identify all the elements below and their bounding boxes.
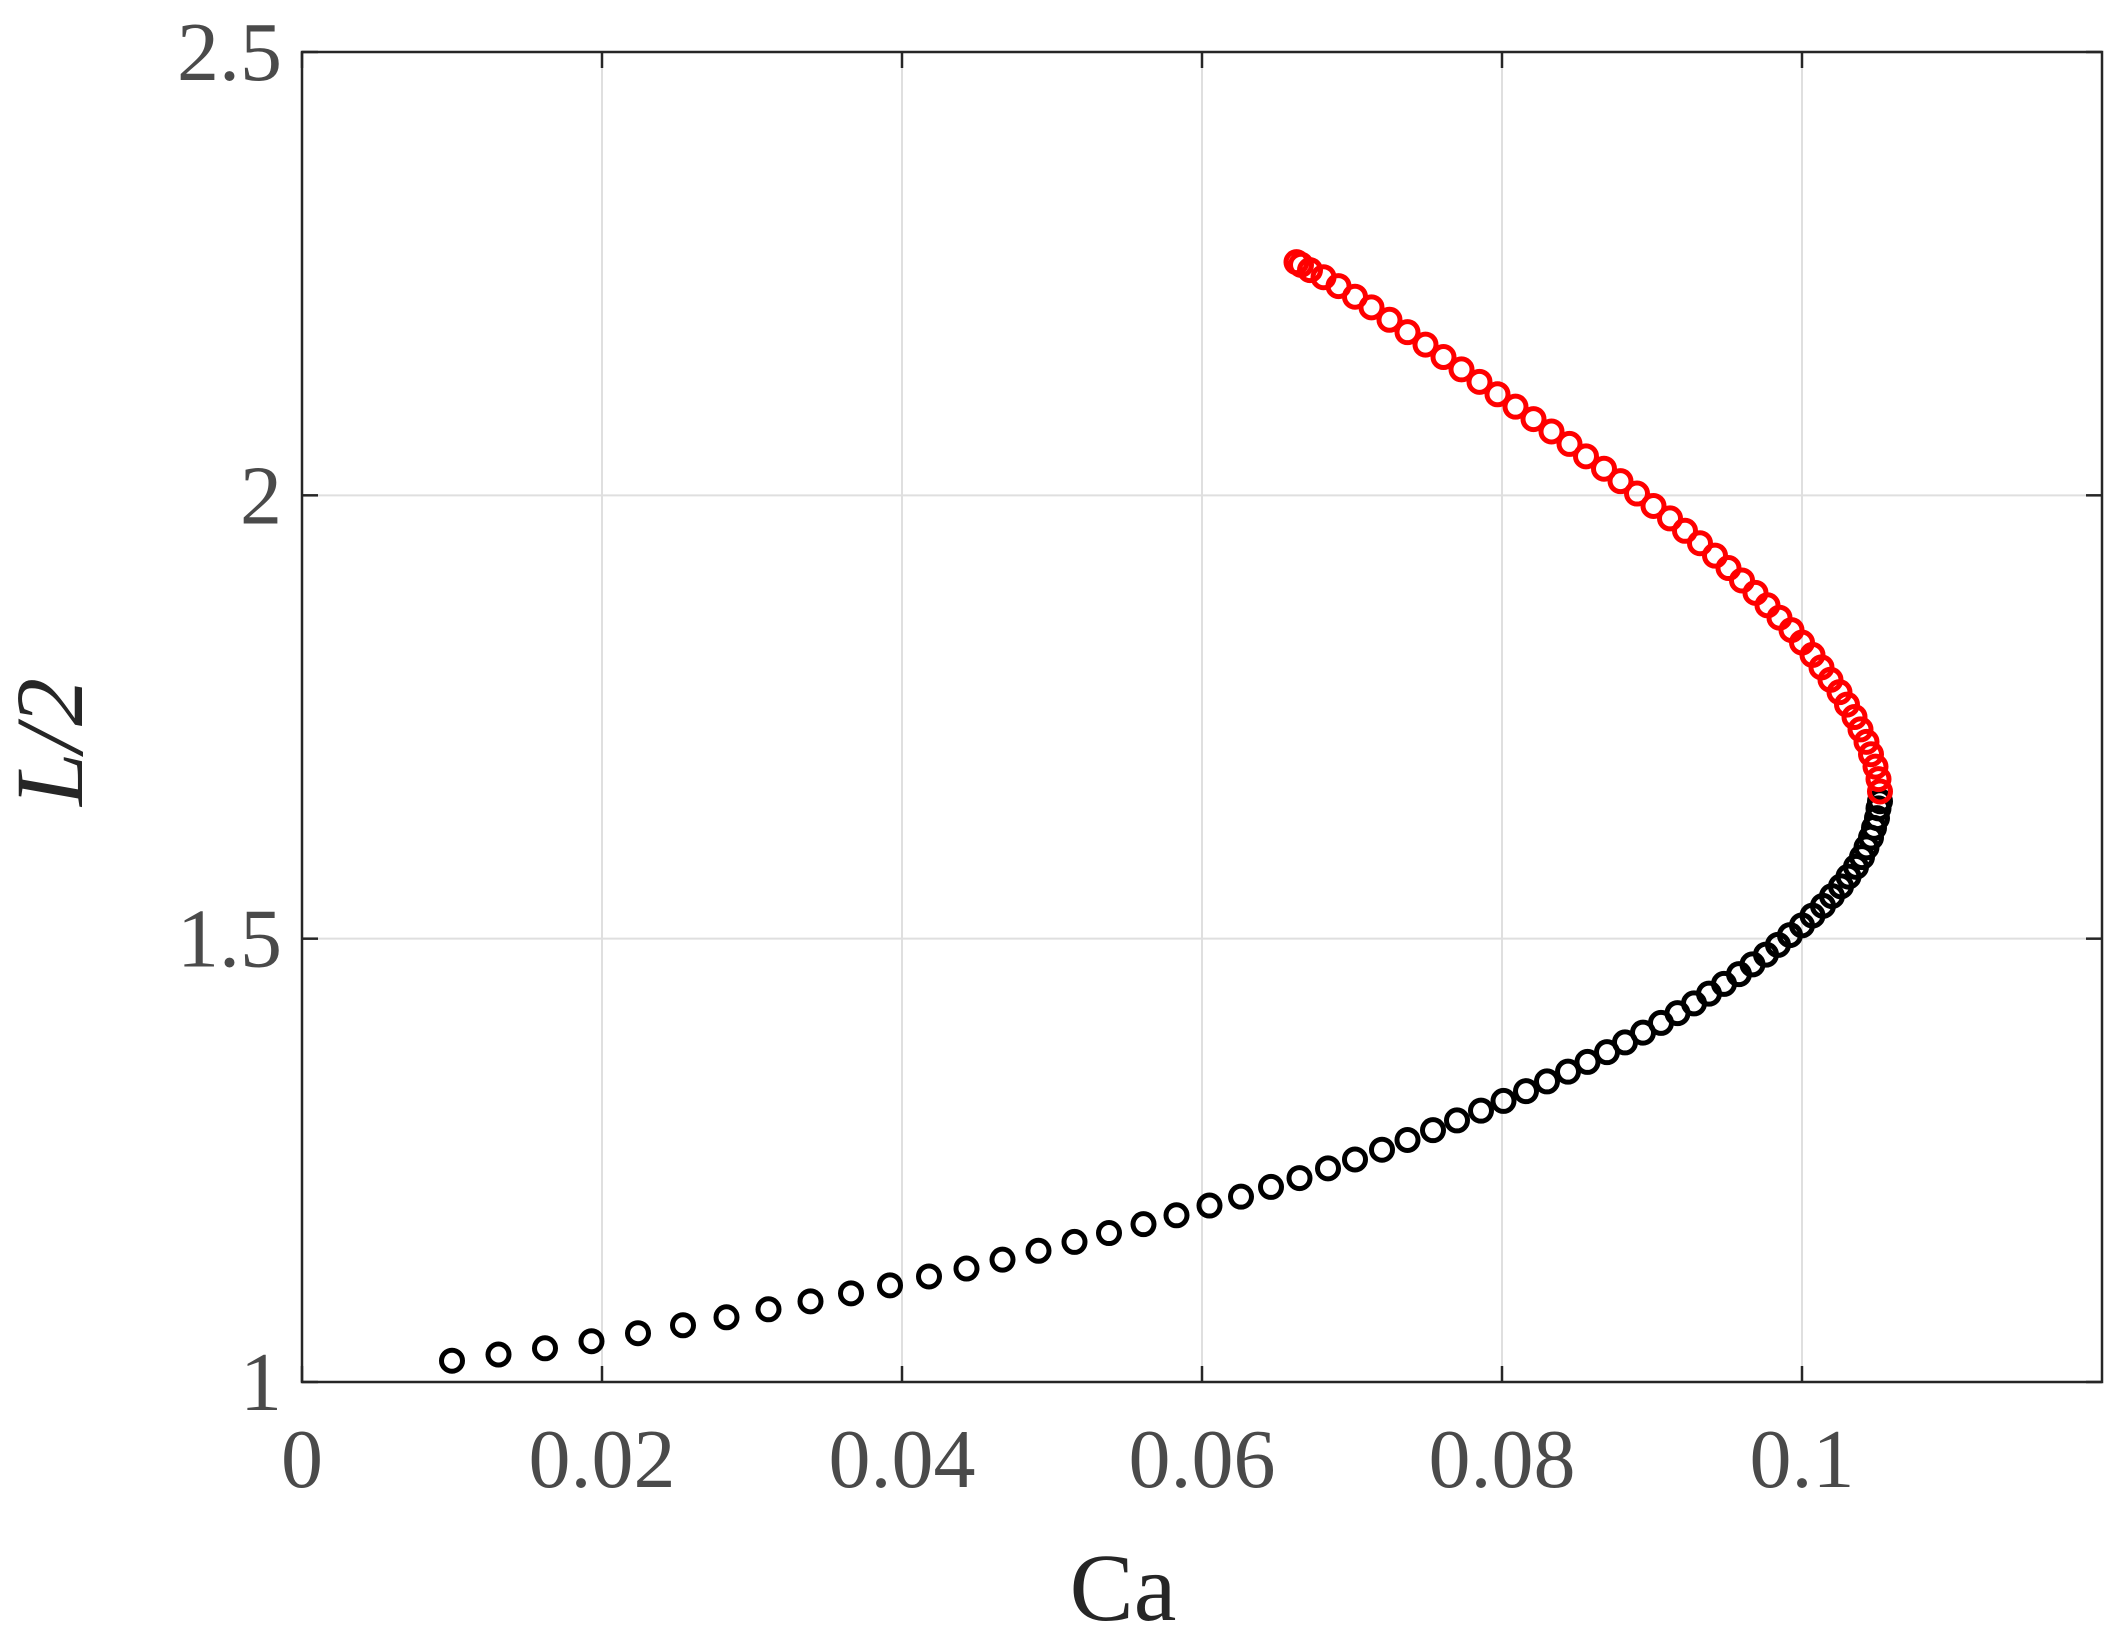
data-point — [1286, 1165, 1313, 1192]
x-tick-label: 0 — [281, 1413, 323, 1506]
data-point — [1513, 1078, 1539, 1105]
y-tick-label: 2 — [240, 449, 282, 542]
data-point — [1591, 455, 1617, 482]
data-point — [1196, 1192, 1223, 1219]
data-point — [1853, 728, 1880, 755]
data-point — [1502, 393, 1529, 420]
y-tick-labels: 1 1.5 2 2.5 — [177, 6, 282, 1429]
y-tick-label: 1 — [240, 1336, 282, 1429]
data-point — [1862, 753, 1889, 780]
data-point — [1657, 505, 1683, 532]
data-point — [1687, 530, 1713, 557]
data-point — [1466, 368, 1493, 395]
data-point — [1430, 344, 1457, 371]
data-point — [578, 1328, 605, 1355]
data-point — [1534, 1068, 1560, 1095]
data-point — [1096, 1220, 1122, 1247]
series-1 — [439, 788, 1893, 1374]
data-point — [1376, 306, 1403, 333]
data-point — [1315, 1155, 1341, 1182]
data-point — [1369, 1136, 1395, 1163]
x-tick-label: 0.04 — [829, 1413, 976, 1506]
data-point — [1867, 778, 1893, 805]
data-point — [1573, 443, 1599, 470]
data-point — [1484, 381, 1511, 408]
data-point — [1556, 430, 1583, 457]
data-point — [1130, 1211, 1157, 1238]
data-point — [1538, 418, 1565, 445]
data-point — [1640, 492, 1667, 519]
data-point — [1394, 1126, 1421, 1153]
y-tick-label: 2.5 — [177, 6, 282, 99]
x-axis-label: Ca — [1070, 1534, 1177, 1631]
data-point — [1520, 406, 1547, 433]
data-point — [877, 1272, 903, 1299]
data-point — [1864, 805, 1890, 832]
data-point — [439, 1347, 465, 1374]
data-point — [1228, 1183, 1254, 1210]
data-points — [439, 249, 1893, 1374]
x-tick-label: 0.06 — [1129, 1413, 1276, 1506]
data-point — [1061, 1228, 1088, 1255]
y-tick-label: 1.5 — [177, 893, 282, 986]
data-point — [625, 1320, 651, 1347]
data-point — [1490, 1087, 1517, 1114]
data-point — [485, 1341, 512, 1368]
data-point — [1847, 716, 1874, 743]
data-point — [953, 1255, 980, 1282]
data-point — [1412, 331, 1439, 358]
x-tick-label: 0.1 — [1750, 1413, 1855, 1506]
data-point — [1444, 1107, 1470, 1134]
data-point — [670, 1312, 696, 1339]
data-point — [1258, 1173, 1284, 1200]
x-tick-labels: 0 0.02 0.04 0.06 0.08 0.1 — [281, 1413, 1855, 1506]
data-point — [1702, 542, 1728, 569]
data-point — [1555, 1058, 1581, 1085]
data-point — [916, 1263, 942, 1290]
data-point — [1607, 468, 1634, 495]
data-point — [713, 1304, 740, 1331]
data-point — [1672, 517, 1698, 544]
data-point — [1394, 319, 1421, 346]
data-point — [1025, 1237, 1052, 1264]
series-2 — [1283, 249, 1893, 805]
data-point — [838, 1280, 864, 1307]
data-point — [1283, 249, 1310, 276]
grid — [302, 52, 2102, 1382]
data-point — [1163, 1202, 1190, 1229]
data-point — [1574, 1048, 1601, 1075]
data-point — [1858, 741, 1884, 768]
data-point — [797, 1288, 824, 1315]
data-point — [755, 1296, 782, 1323]
data-point — [989, 1246, 1016, 1273]
data-point — [1310, 264, 1337, 291]
data-point — [532, 1335, 558, 1362]
x-tick-label: 0.08 — [1429, 1413, 1576, 1506]
data-point — [1468, 1097, 1494, 1124]
data-point — [1624, 480, 1650, 507]
data-point — [1342, 1146, 1368, 1173]
x-tick-label: 0.02 — [529, 1413, 676, 1506]
data-point — [1420, 1117, 1446, 1144]
y-axis-label: L/2 — [0, 678, 103, 808]
data-point — [1448, 356, 1475, 383]
tick-marks — [300, 50, 2102, 1384]
data-point — [1865, 766, 1892, 793]
